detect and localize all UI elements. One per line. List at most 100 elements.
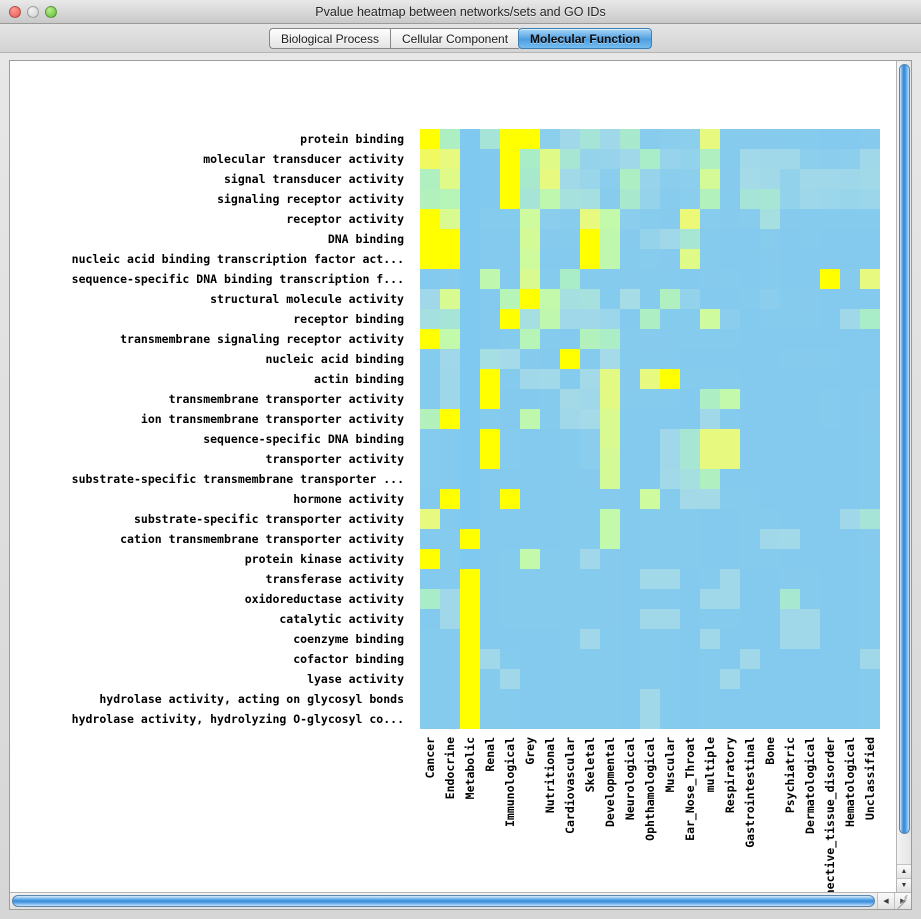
heatmap-cell[interactable] xyxy=(780,129,800,149)
heatmap-cell[interactable] xyxy=(720,669,740,689)
heatmap-cell[interactable] xyxy=(860,169,880,189)
heatmap-cell[interactable] xyxy=(740,169,760,189)
heatmap-cell[interactable] xyxy=(580,709,600,729)
heatmap-cell[interactable] xyxy=(660,189,680,209)
heatmap-cell[interactable] xyxy=(600,589,620,609)
heatmap-cell[interactable] xyxy=(580,449,600,469)
heatmap-cell[interactable] xyxy=(560,149,580,169)
heatmap-cell[interactable] xyxy=(540,209,560,229)
heatmap-cell[interactable] xyxy=(600,409,620,429)
heatmap-cell[interactable] xyxy=(440,549,460,569)
heatmap-cell[interactable] xyxy=(460,289,480,309)
heatmap-cell[interactable] xyxy=(860,389,880,409)
heatmap-cell[interactable] xyxy=(440,449,460,469)
heatmap-cell[interactable] xyxy=(480,249,500,269)
heatmap-cell[interactable] xyxy=(620,629,640,649)
heatmap-cell[interactable] xyxy=(660,389,680,409)
heatmap-cell[interactable] xyxy=(520,169,540,189)
heatmap-cell[interactable] xyxy=(600,169,620,189)
heatmap-cell[interactable] xyxy=(600,289,620,309)
heatmap-cell[interactable] xyxy=(480,469,500,489)
heatmap-cell[interactable] xyxy=(780,409,800,429)
heatmap-cell[interactable] xyxy=(700,449,720,469)
heatmap-cell[interactable] xyxy=(420,649,440,669)
heatmap-cell[interactable] xyxy=(660,609,680,629)
heatmap-cell[interactable] xyxy=(580,129,600,149)
heatmap-cell[interactable] xyxy=(500,369,520,389)
tab-molecular-function[interactable]: Molecular Function xyxy=(518,28,653,49)
heatmap-cell[interactable] xyxy=(480,169,500,189)
heatmap-cell[interactable] xyxy=(680,689,700,709)
heatmap-cell[interactable] xyxy=(500,489,520,509)
heatmap-cell[interactable] xyxy=(680,569,700,589)
heatmap-cell[interactable] xyxy=(620,549,640,569)
heatmap-cell[interactable] xyxy=(760,689,780,709)
heatmap-cell[interactable] xyxy=(440,509,460,529)
heatmap-cell[interactable] xyxy=(740,609,760,629)
heatmap-cell[interactable] xyxy=(620,269,640,289)
heatmap-cell[interactable] xyxy=(580,649,600,669)
heatmap-cell[interactable] xyxy=(860,269,880,289)
tab-biological-process[interactable]: Biological Process xyxy=(268,28,390,49)
heatmap-cell[interactable] xyxy=(560,189,580,209)
heatmap-cell[interactable] xyxy=(460,689,480,709)
heatmap-cell[interactable] xyxy=(460,589,480,609)
heatmap-cell[interactable] xyxy=(760,529,780,549)
heatmap-cell[interactable] xyxy=(760,709,780,729)
heatmap-cell[interactable] xyxy=(420,289,440,309)
heatmap-cell[interactable] xyxy=(660,169,680,189)
heatmap-cell[interactable] xyxy=(500,409,520,429)
heatmap-cell[interactable] xyxy=(820,249,840,269)
heatmap-cell[interactable] xyxy=(740,309,760,329)
heatmap-cell[interactable] xyxy=(740,329,760,349)
heatmap-cell[interactable] xyxy=(460,469,480,489)
heatmap-cell[interactable] xyxy=(680,349,700,369)
heatmap-grid[interactable] xyxy=(420,129,880,729)
heatmap-cell[interactable] xyxy=(840,129,860,149)
heatmap-cell[interactable] xyxy=(820,129,840,149)
heatmap-cell[interactable] xyxy=(840,369,860,389)
heatmap-cell[interactable] xyxy=(460,409,480,429)
heatmap-cell[interactable] xyxy=(520,609,540,629)
heatmap-cell[interactable] xyxy=(560,309,580,329)
heatmap-cell[interactable] xyxy=(840,429,860,449)
heatmap-cell[interactable] xyxy=(600,609,620,629)
heatmap-cell[interactable] xyxy=(820,629,840,649)
heatmap-cell[interactable] xyxy=(540,149,560,169)
heatmap-cell[interactable] xyxy=(520,129,540,149)
heatmap-cell[interactable] xyxy=(560,569,580,589)
heatmap-cell[interactable] xyxy=(440,649,460,669)
heatmap-cell[interactable] xyxy=(820,669,840,689)
vertical-scrollbar[interactable]: ▲ ▼ xyxy=(896,61,911,892)
heatmap-cell[interactable] xyxy=(440,169,460,189)
heatmap-cell[interactable] xyxy=(520,329,540,349)
heatmap-cell[interactable] xyxy=(560,229,580,249)
heatmap-cell[interactable] xyxy=(600,649,620,669)
heatmap-cell[interactable] xyxy=(720,269,740,289)
heatmap-cell[interactable] xyxy=(440,369,460,389)
heatmap-cell[interactable] xyxy=(420,629,440,649)
heatmap-cell[interactable] xyxy=(740,709,760,729)
heatmap-cell[interactable] xyxy=(500,269,520,289)
heatmap-cell[interactable] xyxy=(720,189,740,209)
heatmap-cell[interactable] xyxy=(780,289,800,309)
heatmap-cell[interactable] xyxy=(440,689,460,709)
heatmap-cell[interactable] xyxy=(620,709,640,729)
heatmap-cell[interactable] xyxy=(460,149,480,169)
heatmap-cell[interactable] xyxy=(860,709,880,729)
heatmap-cell[interactable] xyxy=(820,289,840,309)
heatmap-cell[interactable] xyxy=(640,489,660,509)
heatmap-cell[interactable] xyxy=(520,429,540,449)
heatmap-cell[interactable] xyxy=(760,149,780,169)
heatmap-cell[interactable] xyxy=(640,149,660,169)
heatmap-cell[interactable] xyxy=(540,369,560,389)
heatmap-cell[interactable] xyxy=(620,169,640,189)
heatmap-cell[interactable] xyxy=(740,349,760,369)
heatmap-cell[interactable] xyxy=(560,589,580,609)
heatmap-cell[interactable] xyxy=(420,329,440,349)
heatmap-cell[interactable] xyxy=(540,609,560,629)
heatmap-cell[interactable] xyxy=(780,309,800,329)
heatmap-cell[interactable] xyxy=(520,149,540,169)
heatmap-cell[interactable] xyxy=(640,229,660,249)
heatmap-cell[interactable] xyxy=(740,629,760,649)
